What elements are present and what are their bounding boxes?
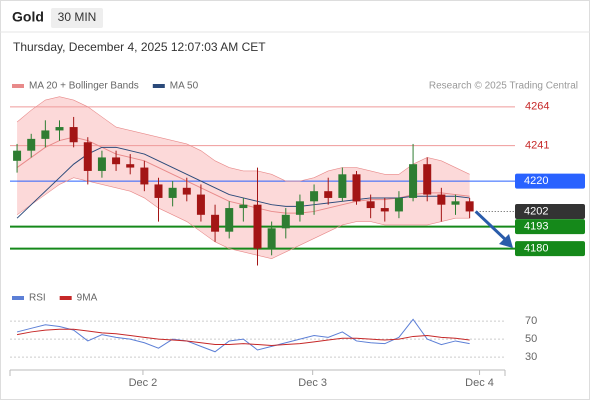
candle-body [168,187,177,198]
legend-swatch [152,84,165,88]
candle-body [112,157,121,165]
band-lower [16,177,470,260]
candle-body [140,167,149,185]
level-label: 4241 [525,140,549,152]
indicator-line [16,328,470,346]
candle-body [239,204,248,209]
candle-body [394,197,403,212]
candle-body [366,201,375,209]
symbol: Gold [12,9,44,25]
legend-swatch [12,84,24,88]
candle-body [281,214,290,229]
level-box [515,219,585,235]
arrow-head [499,234,513,248]
credit: Research © 2025 Trading Central [429,81,578,92]
level-label: 4264 [525,101,549,113]
legend-swatch [59,296,72,300]
legend-label: MA 20 + Bollinger Bands [29,81,139,92]
timeframe-box [51,8,103,28]
candle-body [55,127,64,131]
bollinger-band [17,96,470,259]
level-label: 4202 [524,205,548,217]
candle-body [27,138,36,151]
candle-body [352,174,361,202]
candle-body [295,201,304,215]
y-tick-label: 70 [525,315,537,327]
candle-body [437,194,446,205]
timeframe: 30 MIN [58,10,97,24]
candle-body [83,142,92,171]
legend-label: RSI [29,293,46,304]
candle-body [324,191,333,198]
level-label: 4193 [524,221,548,233]
level-label: 4180 [524,242,548,254]
candle-body [380,208,389,212]
x-tick-label: Dec 4 [465,377,494,389]
candle-body [211,214,220,232]
candle-body [451,201,460,205]
candle-body [409,164,418,198]
x-tick-label: Dec 2 [129,377,158,389]
candle-body [225,208,234,232]
candle-body [196,194,205,215]
candle-body [253,204,262,249]
legend-label: MA 50 [170,81,199,92]
candle-body [423,164,432,195]
level-box [515,203,585,219]
candle-body [154,184,163,198]
level-box [515,173,585,189]
band-upper [16,96,470,182]
candle-body [69,127,78,143]
candle-body [182,187,191,195]
x-tick-label: Dec 3 [298,377,327,389]
level-label: 4220 [524,175,548,187]
candle-body [41,130,50,139]
y-tick-label: 30 [525,351,537,363]
legend-label: 9MA [77,293,98,304]
candle-body [267,228,276,249]
candle-body [310,191,319,202]
candle-body [97,157,106,171]
candle-body [126,164,135,168]
candle-body [338,174,347,198]
y-tick-label: 50 [525,333,537,345]
projection-arrow [474,210,510,244]
legend-swatch [12,296,24,300]
candle-body [465,201,474,212]
candle-body [13,150,22,161]
level-box [515,241,585,257]
datetime: Thursday, December 4, 2025 12:07:03 AM C… [13,40,266,54]
